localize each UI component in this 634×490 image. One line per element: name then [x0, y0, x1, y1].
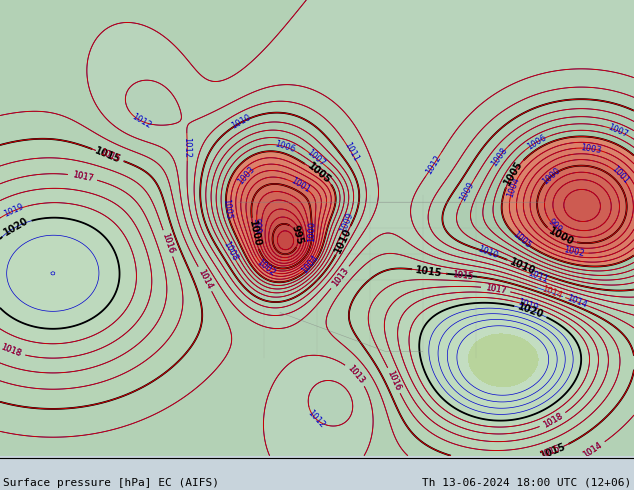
Text: 1020: 1020 — [516, 301, 545, 320]
Text: 1013: 1013 — [346, 364, 366, 386]
Text: 1005: 1005 — [221, 198, 233, 220]
Text: 1015: 1015 — [98, 147, 121, 164]
Text: 1012: 1012 — [424, 153, 443, 175]
Text: 999: 999 — [546, 217, 563, 235]
Text: 1017: 1017 — [484, 283, 507, 295]
Text: 1000: 1000 — [547, 226, 575, 248]
Text: 1016: 1016 — [385, 369, 403, 392]
Text: 1011: 1011 — [526, 268, 549, 284]
Text: 1010: 1010 — [333, 226, 354, 255]
Text: 1010: 1010 — [508, 256, 537, 276]
Text: 995: 995 — [290, 224, 305, 246]
Text: 1014: 1014 — [540, 285, 563, 300]
Text: 1009: 1009 — [458, 180, 476, 202]
Text: 1012: 1012 — [130, 112, 152, 130]
Text: Surface pressure [hPa] EC (AIFS): Surface pressure [hPa] EC (AIFS) — [3, 478, 219, 488]
Text: 1005: 1005 — [502, 159, 524, 187]
Text: 1013: 1013 — [330, 266, 350, 289]
Text: 1005: 1005 — [306, 161, 333, 186]
Text: 1003: 1003 — [580, 143, 602, 155]
Text: 1007: 1007 — [607, 122, 630, 139]
Text: 1002: 1002 — [562, 245, 585, 258]
Text: 1008: 1008 — [221, 240, 240, 263]
Text: 1005: 1005 — [510, 230, 532, 250]
Text: 1015: 1015 — [94, 146, 122, 165]
Text: 1017: 1017 — [72, 170, 94, 183]
Text: Th 13-06-2024 18:00 UTC (12+06): Th 13-06-2024 18:00 UTC (12+06) — [422, 478, 631, 488]
Text: 1015: 1015 — [451, 270, 474, 281]
Text: 1013: 1013 — [330, 266, 350, 289]
Text: 1004: 1004 — [505, 176, 521, 199]
Text: 1017: 1017 — [72, 170, 94, 183]
Text: 1015: 1015 — [538, 444, 561, 460]
Text: 1015: 1015 — [415, 265, 443, 278]
Text: 1018: 1018 — [0, 343, 23, 359]
Text: 1012: 1012 — [183, 136, 192, 158]
Text: 1013: 1013 — [346, 364, 366, 386]
Text: 999: 999 — [252, 217, 262, 234]
Text: 1016: 1016 — [160, 232, 176, 255]
Text: 1001: 1001 — [289, 176, 312, 195]
Text: 1015: 1015 — [538, 444, 561, 460]
Text: 1003: 1003 — [236, 164, 257, 186]
Text: 1019: 1019 — [517, 298, 540, 313]
Text: 1015: 1015 — [98, 147, 121, 164]
Text: 1007: 1007 — [305, 148, 327, 169]
Text: 1016: 1016 — [385, 369, 403, 392]
Text: 1010: 1010 — [476, 245, 499, 261]
Text: 1018: 1018 — [0, 343, 23, 359]
Text: 1009: 1009 — [339, 211, 355, 234]
Text: 1010: 1010 — [230, 113, 253, 131]
Text: 1014: 1014 — [196, 268, 214, 291]
Text: 1000: 1000 — [247, 220, 262, 248]
Text: 1006: 1006 — [526, 133, 548, 151]
Text: 1008: 1008 — [489, 146, 509, 168]
Text: 1011: 1011 — [342, 141, 360, 164]
Text: 1014: 1014 — [566, 294, 588, 310]
Text: 1002: 1002 — [254, 258, 276, 278]
Text: 1019: 1019 — [3, 202, 25, 219]
Text: 1014: 1014 — [581, 440, 604, 459]
Text: 1015: 1015 — [451, 270, 474, 281]
Text: 1014: 1014 — [196, 268, 214, 291]
Text: 1018: 1018 — [541, 411, 564, 430]
Text: 1015: 1015 — [538, 441, 567, 461]
Text: 1004: 1004 — [300, 253, 320, 275]
Text: 1000: 1000 — [541, 166, 562, 187]
Text: 1017: 1017 — [484, 283, 507, 295]
Text: 1014: 1014 — [581, 440, 604, 459]
Text: 1006: 1006 — [273, 139, 296, 154]
Text: 1012: 1012 — [306, 408, 327, 430]
Text: 1000: 1000 — [307, 221, 317, 243]
Text: 1001: 1001 — [609, 164, 630, 186]
Text: 1018: 1018 — [541, 411, 564, 430]
Text: 1016: 1016 — [160, 232, 176, 255]
Text: 1020: 1020 — [2, 216, 30, 238]
